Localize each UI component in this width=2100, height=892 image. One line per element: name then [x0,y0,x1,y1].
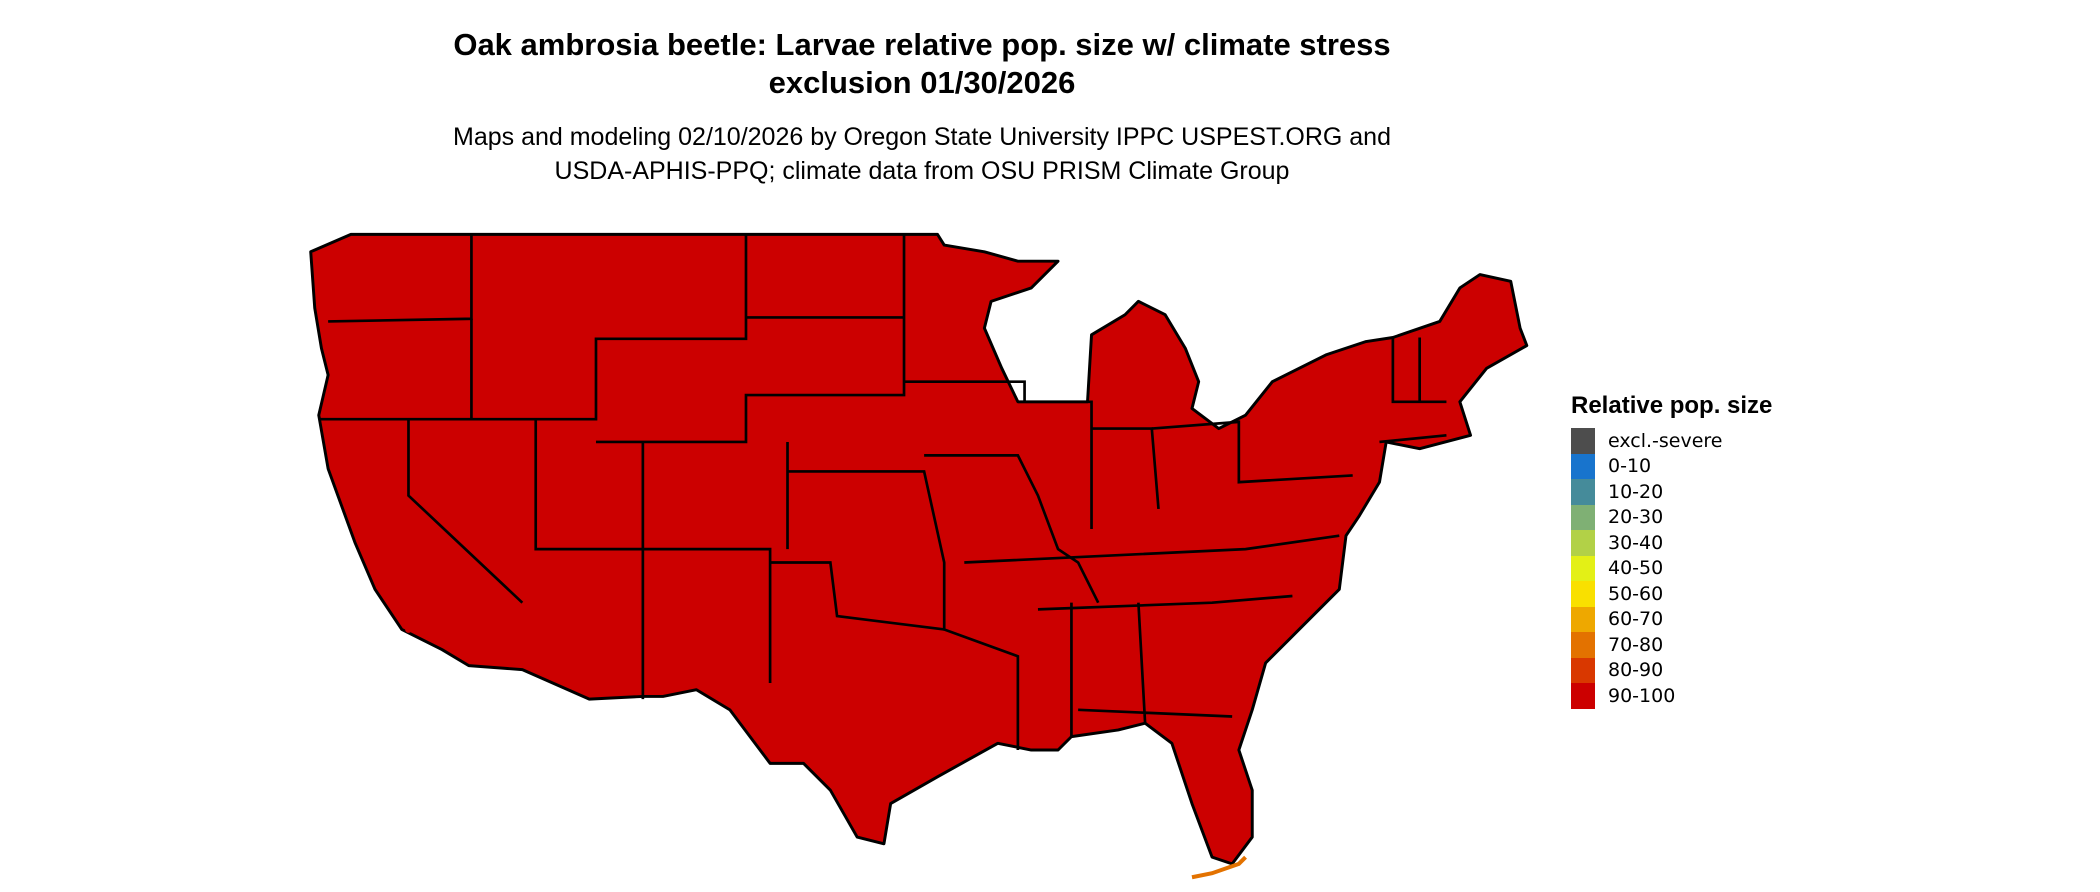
legend-item: 50-60 [1571,581,1772,607]
legend-label: 80-90 [1608,659,1664,682]
legend-label: excl.-severe [1608,429,1723,452]
legend-swatch [1571,453,1595,479]
legend-swatch [1571,530,1595,556]
title-line-1: Oak ambrosia beetle: Larvae relative pop… [453,27,1391,62]
legend-swatch [1571,479,1595,505]
legend-swatch [1571,657,1595,683]
legend-label: 50-60 [1608,582,1664,605]
title-line-2: exclusion 01/30/2026 [768,65,1076,100]
legend-item: 60-70 [1571,606,1772,632]
legend-item: 70-80 [1571,632,1772,658]
legend-label: 10-20 [1608,480,1664,503]
legend-item: 90-100 [1571,683,1772,709]
legend-swatch [1571,683,1595,709]
map-subtitle: Maps and modeling 02/10/2026 by Oregon S… [0,120,1844,188]
legend-swatch [1571,504,1595,530]
legend-item: 40-50 [1571,555,1772,581]
legend-label: 0-10 [1608,455,1652,478]
legend-item: 0-10 [1571,453,1772,479]
legend-label: 70-80 [1608,633,1664,656]
us-outline [309,232,1529,866]
subtitle-line-2: USDA-APHIS-PPQ; climate data from OSU PR… [554,157,1290,185]
legend-swatch [1571,632,1595,658]
legend-item: 30-40 [1571,530,1772,556]
legend-label: 90-100 [1608,684,1676,707]
legend-swatch [1571,555,1595,581]
legend: Relative pop. size excl.-severe 0-10 10-20… [1571,392,1772,709]
subtitle-line-1: Maps and modeling 02/10/2026 by Oregon S… [453,123,1391,151]
legend-swatch [1571,606,1595,632]
legend-label: 20-30 [1608,506,1664,529]
legend-item: excl.-severe [1571,428,1772,454]
legend-label: 30-40 [1608,531,1664,554]
channel-islands [405,626,412,633]
state-boundaries [318,234,1447,751]
legend-swatch [1571,581,1595,607]
legend-swatch [1571,428,1595,454]
legend-item: 80-90 [1571,657,1772,683]
legend-label: 60-70 [1608,608,1664,631]
legend-item: 10-20 [1571,479,1772,505]
legend-item: 20-30 [1571,504,1772,530]
legend-title: Relative pop. size [1571,392,1773,419]
legend-label: 40-50 [1608,557,1664,580]
florida-keys-marker [1191,855,1247,880]
map-title: Oak ambrosia beetle: Larvae relative pop… [0,26,1844,102]
